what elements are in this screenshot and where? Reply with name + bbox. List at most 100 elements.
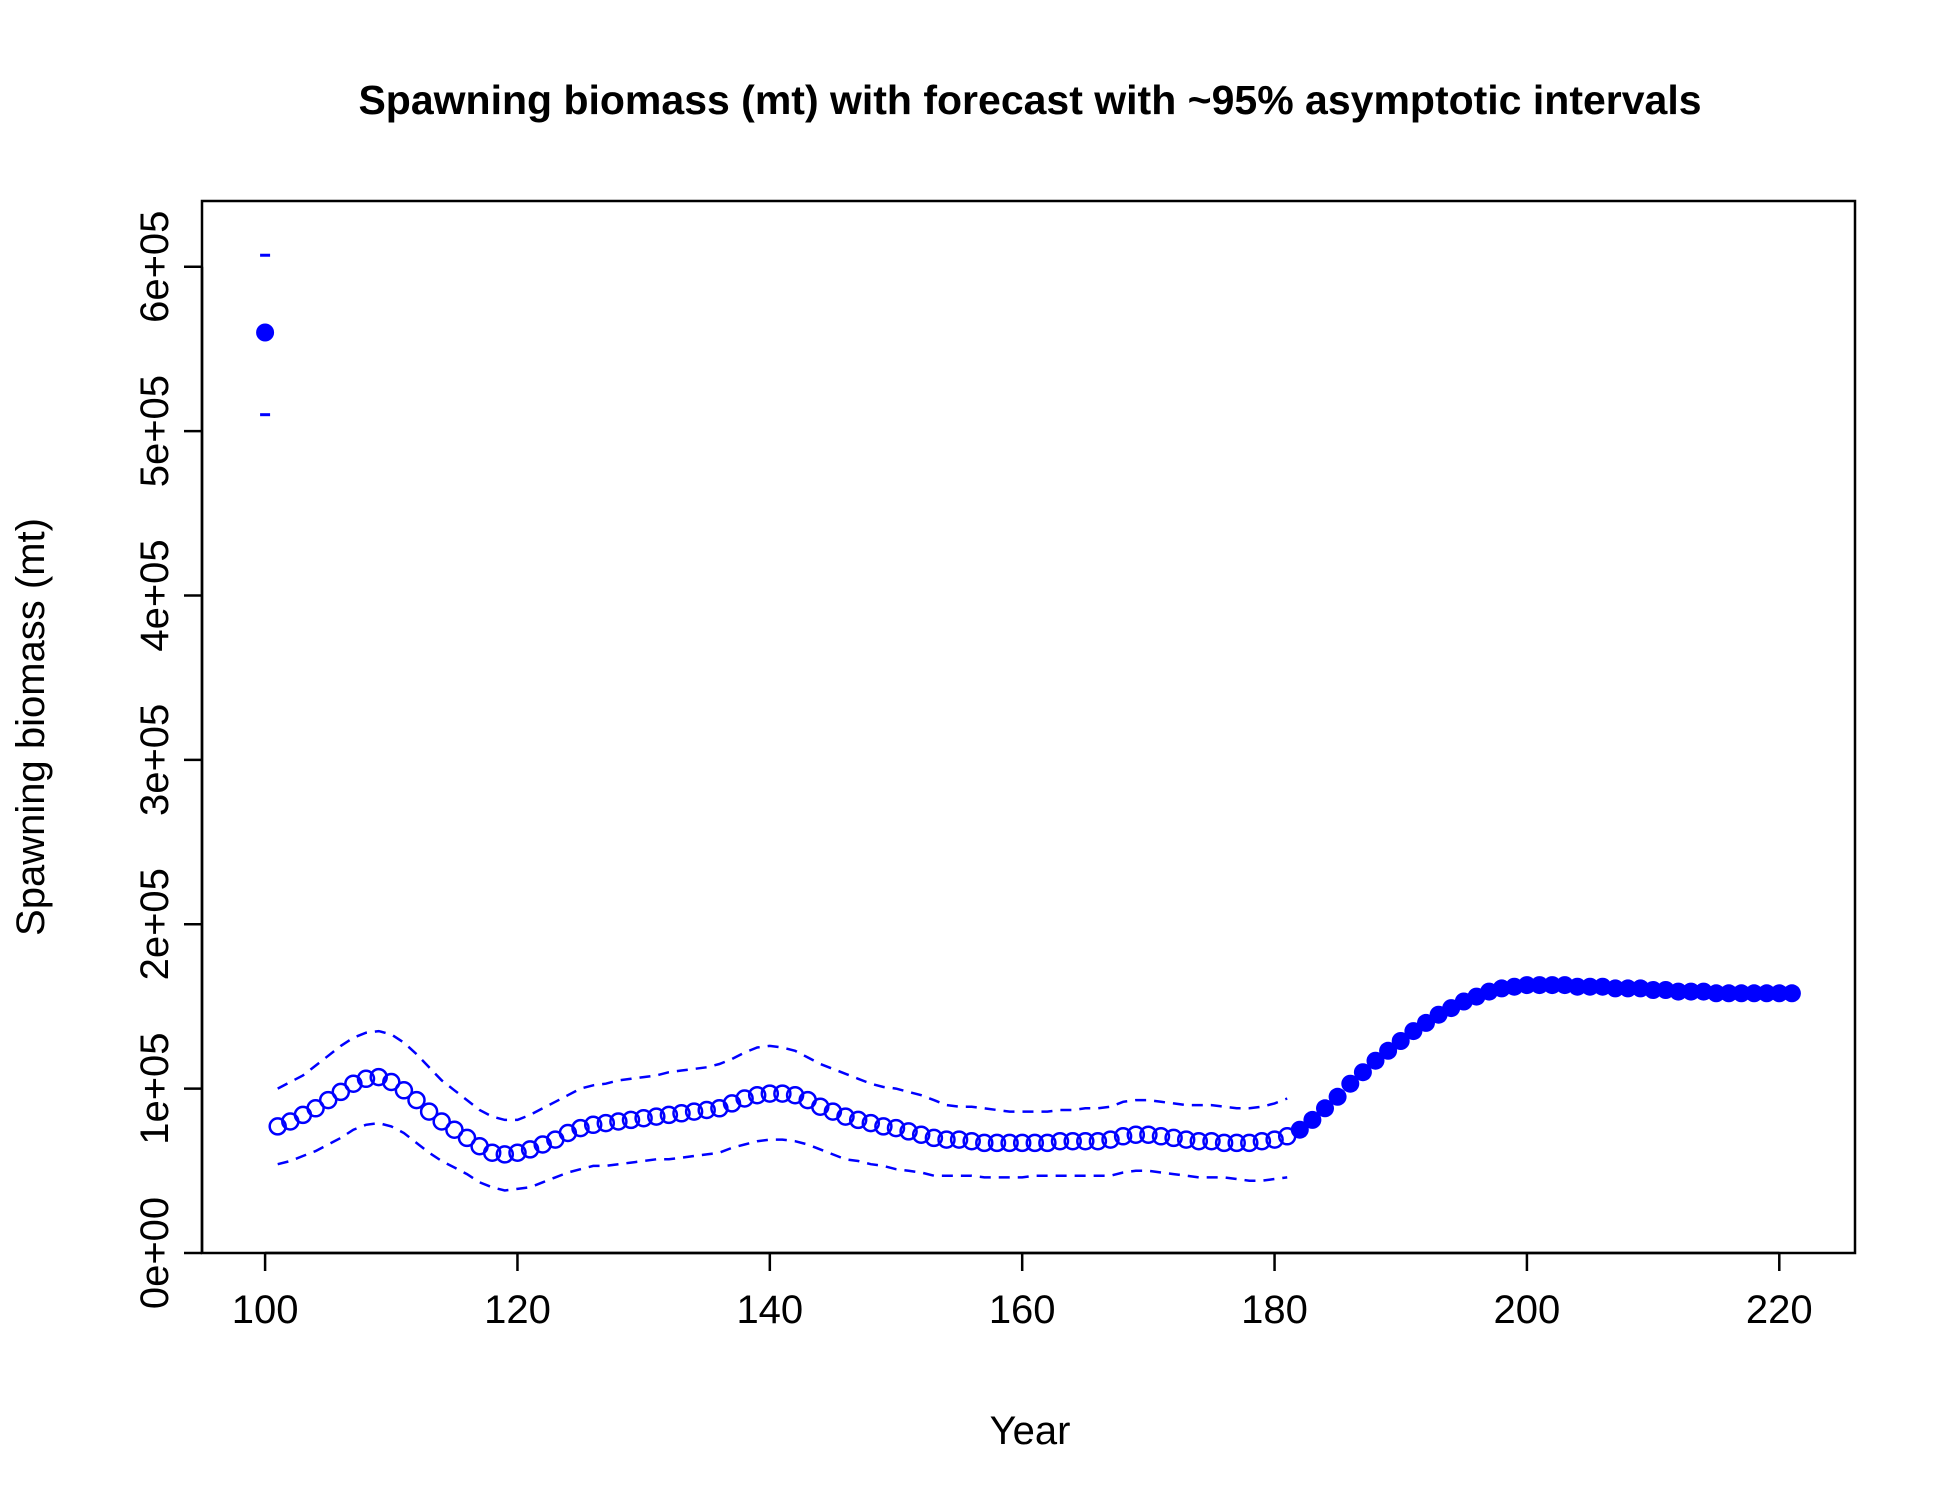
estimate-point	[306, 1099, 325, 1118]
estimate-point	[962, 1131, 981, 1151]
x-tick-label: 180	[1241, 1288, 1308, 1332]
estimate-point	[861, 1113, 881, 1133]
estimate-point	[886, 1118, 906, 1138]
estimate-point	[1088, 1131, 1108, 1151]
estimate-point	[848, 1110, 868, 1130]
estimate-point	[1050, 1131, 1070, 1151]
estimate-point	[747, 1085, 767, 1105]
y-tick-label: 2e+05	[133, 868, 177, 980]
estimate-point	[508, 1143, 527, 1162]
forecast-point	[1530, 976, 1549, 995]
estimate-point	[571, 1118, 590, 1138]
forecast-point	[1745, 984, 1764, 1003]
estimate-point	[1113, 1127, 1133, 1146]
estimate-point	[836, 1107, 855, 1126]
estimate-point	[924, 1128, 944, 1148]
forecast-point	[1543, 976, 1562, 995]
estimate-point	[987, 1133, 1007, 1153]
estimate-point	[1189, 1131, 1209, 1151]
estimate-point	[1025, 1133, 1045, 1153]
estimate-point	[634, 1108, 653, 1128]
estimate-point	[445, 1120, 464, 1139]
y-tick-label: 1e+05	[133, 1032, 177, 1144]
estimate-point	[1227, 1133, 1246, 1153]
forecast-point	[1568, 977, 1587, 996]
estimate-point	[520, 1140, 540, 1159]
estimate-point	[558, 1123, 578, 1143]
forecast-point	[1353, 1063, 1372, 1082]
forecast-point	[1391, 1032, 1410, 1050]
plot-frame	[200, 199, 1857, 1255]
estimate-point	[1214, 1133, 1234, 1153]
estimate-point	[621, 1110, 641, 1130]
interval-lower-line	[277, 1121, 1288, 1192]
estimate-point	[1202, 1131, 1221, 1151]
chart-title: Spawning biomass (mt) with forecast with…	[358, 77, 1701, 123]
forecast-point	[1581, 977, 1599, 996]
interval-upper-line	[277, 1029, 1288, 1122]
estimate-point	[407, 1090, 426, 1110]
estimate-point	[911, 1125, 931, 1144]
forecast-point	[1757, 984, 1776, 1003]
forecast-point	[1366, 1051, 1385, 1070]
estimate-point	[432, 1112, 451, 1131]
estimate-point	[596, 1113, 616, 1133]
estimate-point	[697, 1100, 716, 1120]
estimate-point	[874, 1117, 893, 1136]
estimate-point	[684, 1102, 704, 1121]
x-tick-label: 220	[1746, 1288, 1813, 1332]
estimate-point	[722, 1094, 742, 1113]
x-tick-label: 140	[736, 1288, 803, 1332]
estimate-point	[419, 1102, 439, 1121]
forecast-point	[1719, 984, 1738, 1003]
estimate-point	[1139, 1125, 1158, 1144]
y-tick-label: 3e+05	[133, 704, 177, 816]
estimate-point	[382, 1072, 401, 1092]
forecast-point	[1517, 976, 1536, 995]
estimate-point	[609, 1112, 628, 1131]
forecast-point	[1618, 979, 1637, 998]
y-tick-label: 4e+05	[133, 539, 177, 651]
forecast-point	[1341, 1074, 1360, 1093]
estimate-point	[318, 1090, 338, 1110]
data-points-layer	[256, 253, 1801, 1164]
forecast-point	[1770, 984, 1789, 1003]
x-tick-label: 160	[989, 1288, 1056, 1332]
estimate-point	[1151, 1127, 1171, 1146]
estimate-point	[785, 1085, 805, 1105]
estimate-point	[1252, 1131, 1272, 1151]
estimate-point	[344, 1074, 363, 1093]
estimate-point	[1063, 1131, 1082, 1151]
estimate-point	[899, 1122, 918, 1141]
estimate-point	[659, 1105, 679, 1125]
estimate-point	[1240, 1133, 1259, 1153]
forecast-point	[1303, 1110, 1322, 1129]
estimate-point	[647, 1107, 666, 1126]
estimate-point	[533, 1135, 552, 1154]
forecast-point	[1707, 984, 1726, 1003]
estimate-point	[495, 1145, 515, 1164]
estimate-point	[735, 1089, 754, 1108]
virgin-biomass-point	[256, 323, 275, 342]
x-tick-label: 120	[484, 1288, 551, 1332]
estimate-point	[583, 1115, 603, 1135]
estimate-point	[356, 1069, 376, 1089]
forecast-point	[1782, 984, 1801, 1003]
estimate-point	[1000, 1133, 1019, 1153]
y-tick-label: 5e+05	[133, 375, 177, 487]
x-tick-label: 100	[232, 1288, 299, 1332]
y-tick-label: 6e+05	[133, 211, 177, 323]
x-axis-label: Year	[990, 1409, 1071, 1453]
forecast-point	[1316, 1099, 1334, 1118]
estimate-point	[482, 1143, 502, 1162]
forecast-point	[1682, 982, 1700, 1001]
estimate-point	[773, 1084, 792, 1103]
estimate-point	[710, 1099, 729, 1118]
confidence-interval-layer	[277, 1029, 1288, 1192]
x-tick-label: 200	[1494, 1288, 1561, 1332]
forecast-point	[1669, 982, 1688, 1001]
estimate-point	[1164, 1128, 1183, 1148]
estimate-point	[394, 1081, 414, 1100]
